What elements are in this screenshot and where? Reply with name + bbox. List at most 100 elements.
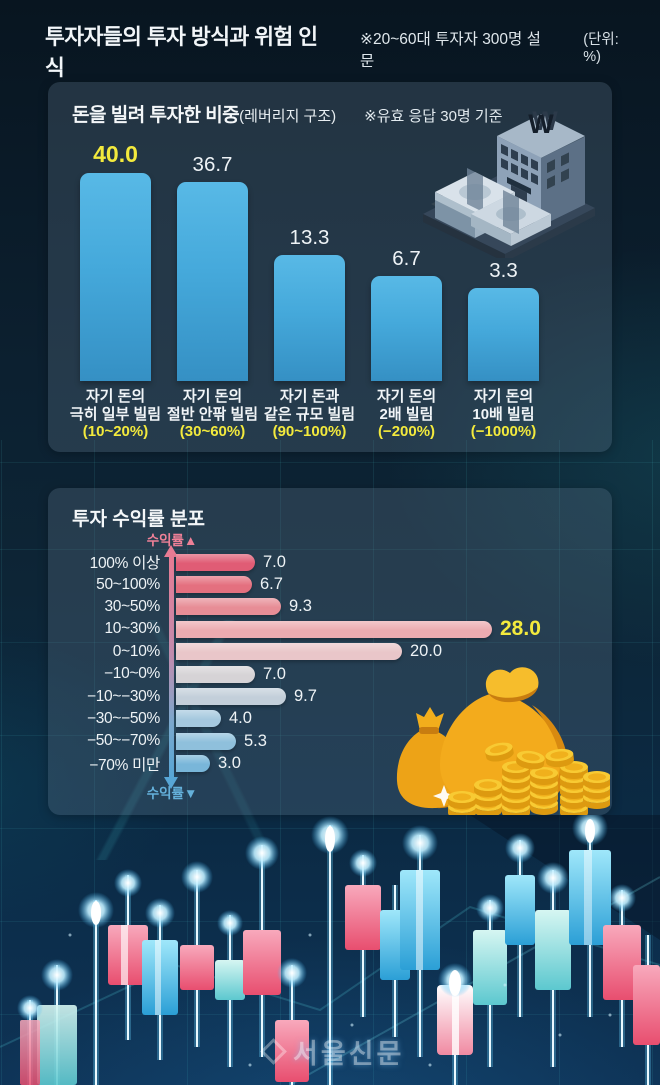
row-value-label: 9.3 (289, 597, 312, 616)
returns-panel: 투자 수익률 분포 수익률▲ 100% 이상 7.0 50~100% 6.7 30~50… (48, 488, 612, 815)
leverage-panel: 돈을 빌려 투자한 비중 (레버리지 구조) ※유효 응답 30명 기준 (48, 82, 612, 452)
row-value-label: 4.0 (229, 709, 252, 728)
category-label: 자기 돈의 절반 안팎 빌림 (30~60%) (164, 388, 261, 441)
leverage-panel-note: ※유효 응답 30명 기준 (364, 108, 503, 125)
category-label-line: (90~100%) (272, 423, 347, 441)
unit-note: (단위: %) (583, 32, 619, 65)
returns-row: 100% 이상 7.0 (48, 551, 612, 573)
leverage-panel-title: 돈을 빌려 투자한 비중 (72, 105, 240, 126)
returns-row: 0~10% 20.0 (48, 641, 612, 663)
category-label-line: (10~20%) (82, 423, 149, 441)
bar-value-label: 40.0 (93, 141, 138, 167)
row-value-label: 5.3 (244, 731, 267, 750)
row-label: 100% 이상 (89, 555, 161, 573)
row-label: −70% 미만 (89, 756, 160, 774)
row-label: −30~−50% (86, 709, 160, 727)
category-label-line: 자기 돈의 (473, 388, 534, 405)
watermark-text: 서울신문 (293, 1039, 405, 1069)
bar-column: 3.3 (455, 259, 552, 381)
newspaper-logo-icon (260, 1038, 287, 1065)
returns-bar-chart: 100% 이상 7.0 50~100% 6.7 30~50% 9.3 10~30% 28.0 0… (48, 551, 612, 775)
returns-row: 50~100% 6.7 (48, 573, 612, 595)
returns-row: −50~−70% 5.3 (48, 730, 612, 752)
row-bar (176, 643, 402, 661)
category-label-line: (30~60%) (179, 423, 246, 441)
category-label-line: 극히 일부 빌림 (69, 405, 162, 423)
candlestick-decoration (0, 815, 660, 1085)
row-value-label: 20.0 (410, 642, 443, 661)
bar-column: 6.7 (358, 247, 455, 381)
row-label: 30~50% (104, 597, 160, 615)
row-label: 50~100% (96, 575, 160, 593)
returns-panel-title: 투자 수익률 분포 (72, 509, 205, 530)
header: 투자자들의 투자 방식과 위험 인식 ※20~60대 투자자 300명 설문 (… (45, 20, 640, 82)
row-value-label: 9.7 (294, 687, 317, 706)
row-value-label: 3.0 (218, 754, 241, 773)
row-label: −10~−30% (86, 687, 160, 705)
returns-axis-arrow (164, 545, 178, 789)
bar-value-label: 6.7 (392, 247, 421, 270)
category-label-line: (−200%) (377, 423, 436, 441)
bar-value-label: 3.3 (489, 259, 518, 282)
bar (468, 288, 539, 381)
row-value-label: 7.0 (263, 552, 286, 571)
bar-value-label: 36.7 (192, 153, 233, 176)
row-label: 10~30% (104, 620, 160, 638)
row-value-label: 7.0 (263, 664, 286, 683)
row-label: −50~−70% (86, 732, 160, 750)
svg-text:W: W (528, 109, 554, 139)
row-bar (176, 665, 255, 683)
bar-column: 40.0 (67, 141, 164, 381)
bar (274, 255, 345, 381)
category-label-line: 자기 돈의 (182, 388, 243, 405)
category-label-line: 절반 안팎 빌림 (166, 405, 259, 423)
survey-note: ※20~60대 투자자 300명 설문 (360, 31, 541, 70)
returns-row: 30~50% 9.3 (48, 596, 612, 618)
row-value-label: 28.0 (500, 617, 541, 641)
row-bar (176, 755, 210, 773)
bar-value-label: 13.3 (289, 226, 330, 249)
bar-column: 36.7 (164, 153, 261, 381)
leverage-panel-title-sub: (레버리지 구조) (239, 108, 337, 125)
row-bar (176, 620, 492, 638)
category-label-line: 자기 돈의 (376, 388, 437, 405)
category-label-line: 2배 빌림 (379, 405, 434, 423)
category-label: 자기 돈의 2배 빌림 (−200%) (358, 388, 455, 441)
money-bags-coins-icon (396, 667, 610, 815)
returns-row: −10~−30% 9.7 (48, 685, 612, 707)
bar (371, 276, 442, 381)
category-label-line: 자기 돈의 (85, 388, 146, 405)
category-label-line: 자기 돈과 (279, 388, 340, 405)
row-bar (176, 688, 286, 706)
bank-building-money-icon: W W (423, 108, 595, 258)
row-label: 0~10% (112, 642, 161, 660)
bar (177, 182, 248, 381)
category-label: 자기 돈과 같은 규모 빌림 (90~100%) (261, 388, 358, 441)
page-title: 투자자들의 투자 방식과 위험 인식 (45, 25, 318, 80)
row-bar (176, 710, 221, 728)
bar (80, 173, 151, 381)
leverage-panel-header: 돈을 빌려 투자한 비중 (레버리지 구조) ※유효 응답 30명 기준 (72, 100, 503, 127)
row-bar (176, 576, 252, 594)
row-bar (176, 732, 236, 750)
returns-row: −30~−50% 4.0 (48, 708, 612, 730)
category-label-line: (−1000%) (470, 423, 537, 441)
category-label-line: 같은 규모 빌림 (263, 405, 356, 423)
row-value-label: 6.7 (260, 575, 283, 594)
returns-row: −70% 미만 3.0 (48, 753, 612, 775)
leverage-bar-chart: 40.0 자기 돈의 극히 일부 빌림 (10~20%) 36.7 자기 돈의 절반 안팎 … (48, 82, 612, 452)
returns-axis-bottom-label: 수익률▼ (146, 786, 198, 801)
category-label: 자기 돈의 10배 빌림 (−1000%) (455, 388, 552, 441)
svg-text:W: W (532, 108, 558, 136)
returns-row: 10~30% 28.0 (48, 617, 612, 641)
row-bar (176, 553, 255, 571)
bar-column: 13.3 (261, 226, 358, 381)
category-label: 자기 돈의 극히 일부 빌림 (10~20%) (67, 388, 164, 441)
category-label-line: 10배 빌림 (472, 405, 535, 423)
watermark: 서울신문 (260, 1032, 405, 1071)
returns-axis-top-label: 수익률▲ (146, 533, 198, 548)
row-label: −10~0% (104, 665, 160, 683)
returns-row: −10~0% 7.0 (48, 663, 612, 685)
row-bar (176, 598, 281, 616)
